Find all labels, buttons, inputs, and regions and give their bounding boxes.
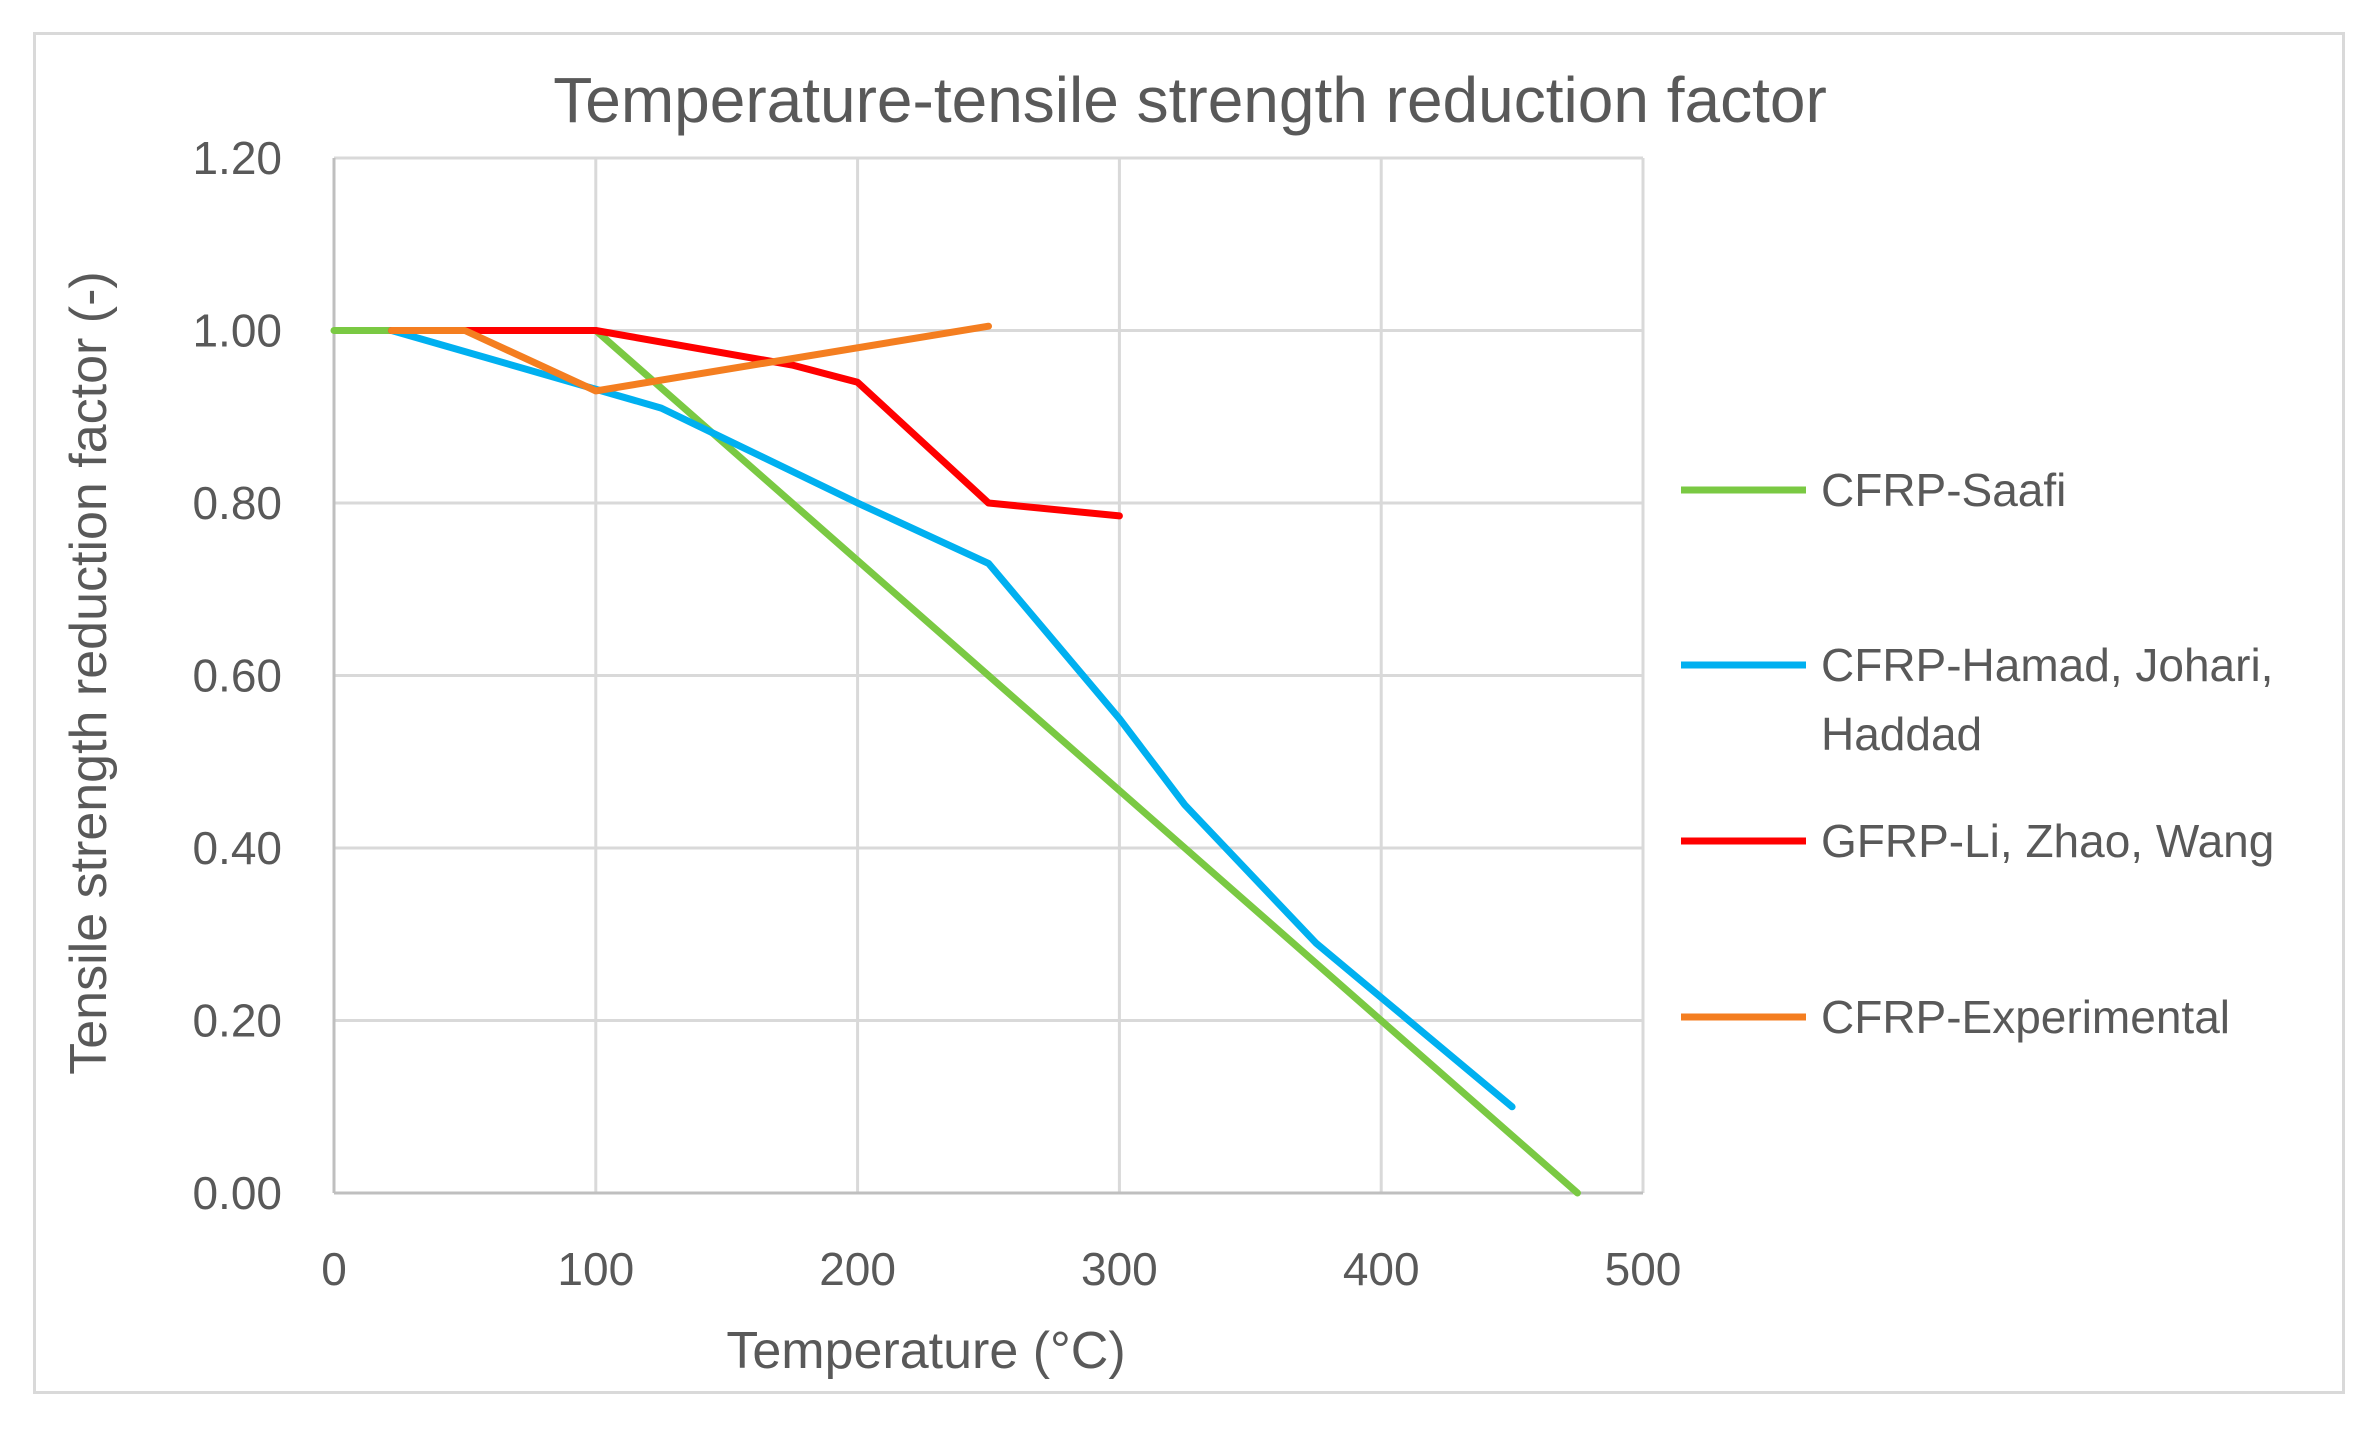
y-tick-label: 0.20 <box>192 995 282 1047</box>
y-axis-label: Tensile strength reduction factor (-) <box>60 271 118 1074</box>
y-tick-label: 0.40 <box>192 822 282 874</box>
legend-label: Haddad <box>1821 708 1982 760</box>
series-lines <box>330 322 1581 1197</box>
y-tick-label: 1.20 <box>192 132 282 184</box>
series-line-3 <box>388 327 1123 520</box>
legend-label: CFRP-Hamad, Johari, <box>1821 639 2273 691</box>
x-tick-label: 100 <box>557 1243 634 1295</box>
legend-label: CFRP-Experimental <box>1821 991 2230 1043</box>
chart-title: Temperature-tensile strength reduction f… <box>553 64 1827 136</box>
y-tick-label: 0.60 <box>192 650 282 702</box>
y-tick-label: 0.80 <box>192 477 282 529</box>
series-line-4 <box>388 322 992 395</box>
tick-labels: 0.00 0.20 0.40 0.60 0.80 1.00 1.20 0 100 200 300 40… <box>192 132 1681 1295</box>
legend: CFRP-Saafi CFRP-Hamad, Johari, Haddad GFRP-… <box>1681 464 2274 1043</box>
x-tick-label: 200 <box>819 1243 896 1295</box>
grid <box>334 156 1645 1193</box>
y-tick-label: 0.00 <box>192 1167 282 1219</box>
series-line-2 <box>388 327 1516 1111</box>
x-tick-label: 400 <box>1343 1243 1420 1295</box>
series-line-1 <box>330 327 1581 1197</box>
chart-frame <box>33 32 2345 1394</box>
legend-label: GFRP-Li, Zhao, Wang <box>1821 815 2274 867</box>
x-tick-label: 300 <box>1081 1243 1158 1295</box>
legend-label: CFRP-Saafi <box>1821 464 2066 516</box>
x-tick-label: 500 <box>1605 1243 1682 1295</box>
x-axis-label: Temperature (°C) <box>726 1322 1125 1380</box>
x-tick-label: 0 <box>321 1243 347 1295</box>
y-tick-label: 1.00 <box>192 305 282 357</box>
